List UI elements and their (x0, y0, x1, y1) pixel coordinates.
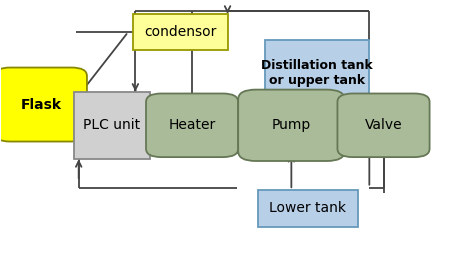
Text: Lower tank: Lower tank (269, 201, 346, 215)
Text: Flask: Flask (20, 98, 61, 111)
Text: PLC unit: PLC unit (83, 118, 140, 132)
Text: condensor: condensor (144, 25, 217, 39)
FancyBboxPatch shape (146, 93, 238, 157)
Text: Heater: Heater (168, 118, 216, 132)
Text: Valve: Valve (365, 118, 402, 132)
Text: Distillation tank
or upper tank: Distillation tank or upper tank (262, 60, 373, 87)
FancyBboxPatch shape (337, 93, 429, 157)
FancyBboxPatch shape (238, 90, 345, 161)
FancyBboxPatch shape (265, 40, 369, 107)
Text: Pump: Pump (272, 118, 311, 132)
FancyBboxPatch shape (74, 92, 150, 159)
FancyBboxPatch shape (133, 14, 228, 50)
FancyBboxPatch shape (0, 68, 87, 141)
FancyBboxPatch shape (258, 190, 357, 227)
